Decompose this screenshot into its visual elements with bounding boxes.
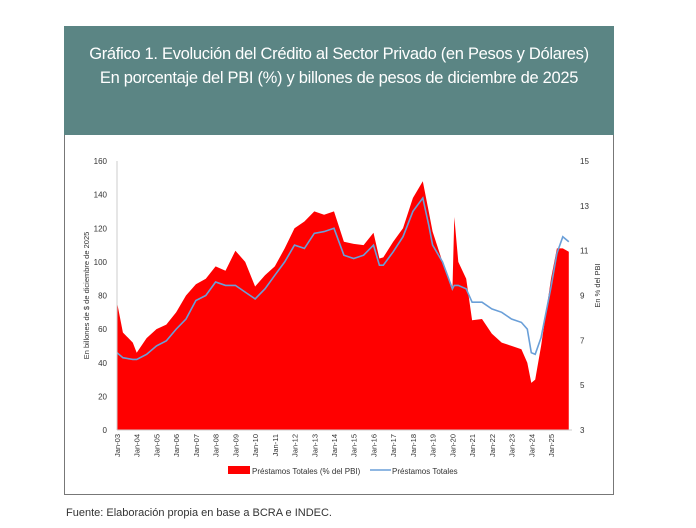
x-tick-label: Jan-09 bbox=[231, 434, 240, 457]
x-tick-label: Jan-13 bbox=[310, 434, 319, 457]
x-tick-label: Jan-24 bbox=[527, 434, 536, 457]
y-left-axis-title: En billones de $ de diciembre de 2025 bbox=[82, 232, 91, 360]
y-left-tick-label: 0 bbox=[103, 426, 108, 435]
y-right-tick-label: 7 bbox=[580, 336, 585, 345]
y-right-tick-label: 11 bbox=[580, 247, 589, 256]
x-tick-label: Jan-07 bbox=[192, 434, 201, 457]
y-right-tick-label: 5 bbox=[580, 381, 585, 390]
source-note: Fuente: Elaboración propia en base a BCR… bbox=[66, 507, 332, 519]
x-tick-label: Jan-05 bbox=[152, 434, 161, 457]
x-tick-label: Jan-22 bbox=[488, 434, 497, 457]
x-tick-label: Jan-21 bbox=[468, 434, 477, 457]
y-right-tick-label: 13 bbox=[580, 202, 589, 211]
x-tick-label: Jan-14 bbox=[330, 434, 339, 457]
legend-swatch-area bbox=[228, 466, 250, 474]
chart-title: Gráfico 1. Evolución del Crédito al Sect… bbox=[89, 45, 589, 63]
x-tick-label: Jan-12 bbox=[291, 434, 300, 457]
x-tick-label: Jan-08 bbox=[212, 434, 221, 457]
chart-subtitle: En porcentaje del PBI (%) y billones de … bbox=[99, 69, 579, 87]
x-tick-label: Jan-17 bbox=[389, 434, 398, 457]
y-right-tick-label: 15 bbox=[580, 157, 589, 166]
y-left-tick-label: 120 bbox=[94, 224, 108, 233]
y-right-tick-label: 9 bbox=[580, 292, 585, 301]
x-tick-label: Jan-06 bbox=[172, 434, 181, 457]
x-tick-label: Jan-18 bbox=[409, 434, 418, 457]
x-tick-label: Jan-25 bbox=[547, 434, 556, 457]
x-tick-label: Jan-15 bbox=[350, 434, 359, 457]
y-left-tick-label: 60 bbox=[98, 325, 107, 334]
x-tick-label: Jan-20 bbox=[448, 434, 457, 457]
y-right-axis-title: En % del PBI bbox=[593, 263, 602, 307]
x-tick-label: Jan-10 bbox=[251, 434, 260, 457]
x-tick-label: Jan-23 bbox=[508, 434, 517, 457]
line-series-prestamos bbox=[116, 196, 570, 361]
x-tick-label: Jan-03 bbox=[113, 434, 122, 457]
x-tick-label: Jan-19 bbox=[429, 434, 438, 457]
y-left-tick-label: 100 bbox=[94, 258, 108, 267]
y-left-tick-label: 80 bbox=[98, 292, 107, 301]
legend-label-area: Préstamos Totales (% del PBI) bbox=[252, 467, 361, 476]
chart-title-banner: Gráfico 1. Evolución del Crédito al Sect… bbox=[64, 26, 614, 135]
y-right-tick-label: 3 bbox=[580, 426, 585, 435]
y-left-tick-label: 40 bbox=[98, 359, 107, 368]
x-tick-label: Jan-16 bbox=[369, 434, 378, 457]
x-tick-label: Jan-11 bbox=[271, 434, 280, 456]
area-series-pct-pbi bbox=[117, 181, 569, 430]
x-tick-label: Jan-04 bbox=[133, 434, 142, 457]
y-left-tick-label: 20 bbox=[98, 392, 107, 401]
y-left-tick-label: 160 bbox=[94, 157, 108, 166]
y-left-tick-label: 140 bbox=[94, 191, 108, 200]
legend-label-line: Préstamos Totales bbox=[392, 467, 458, 476]
